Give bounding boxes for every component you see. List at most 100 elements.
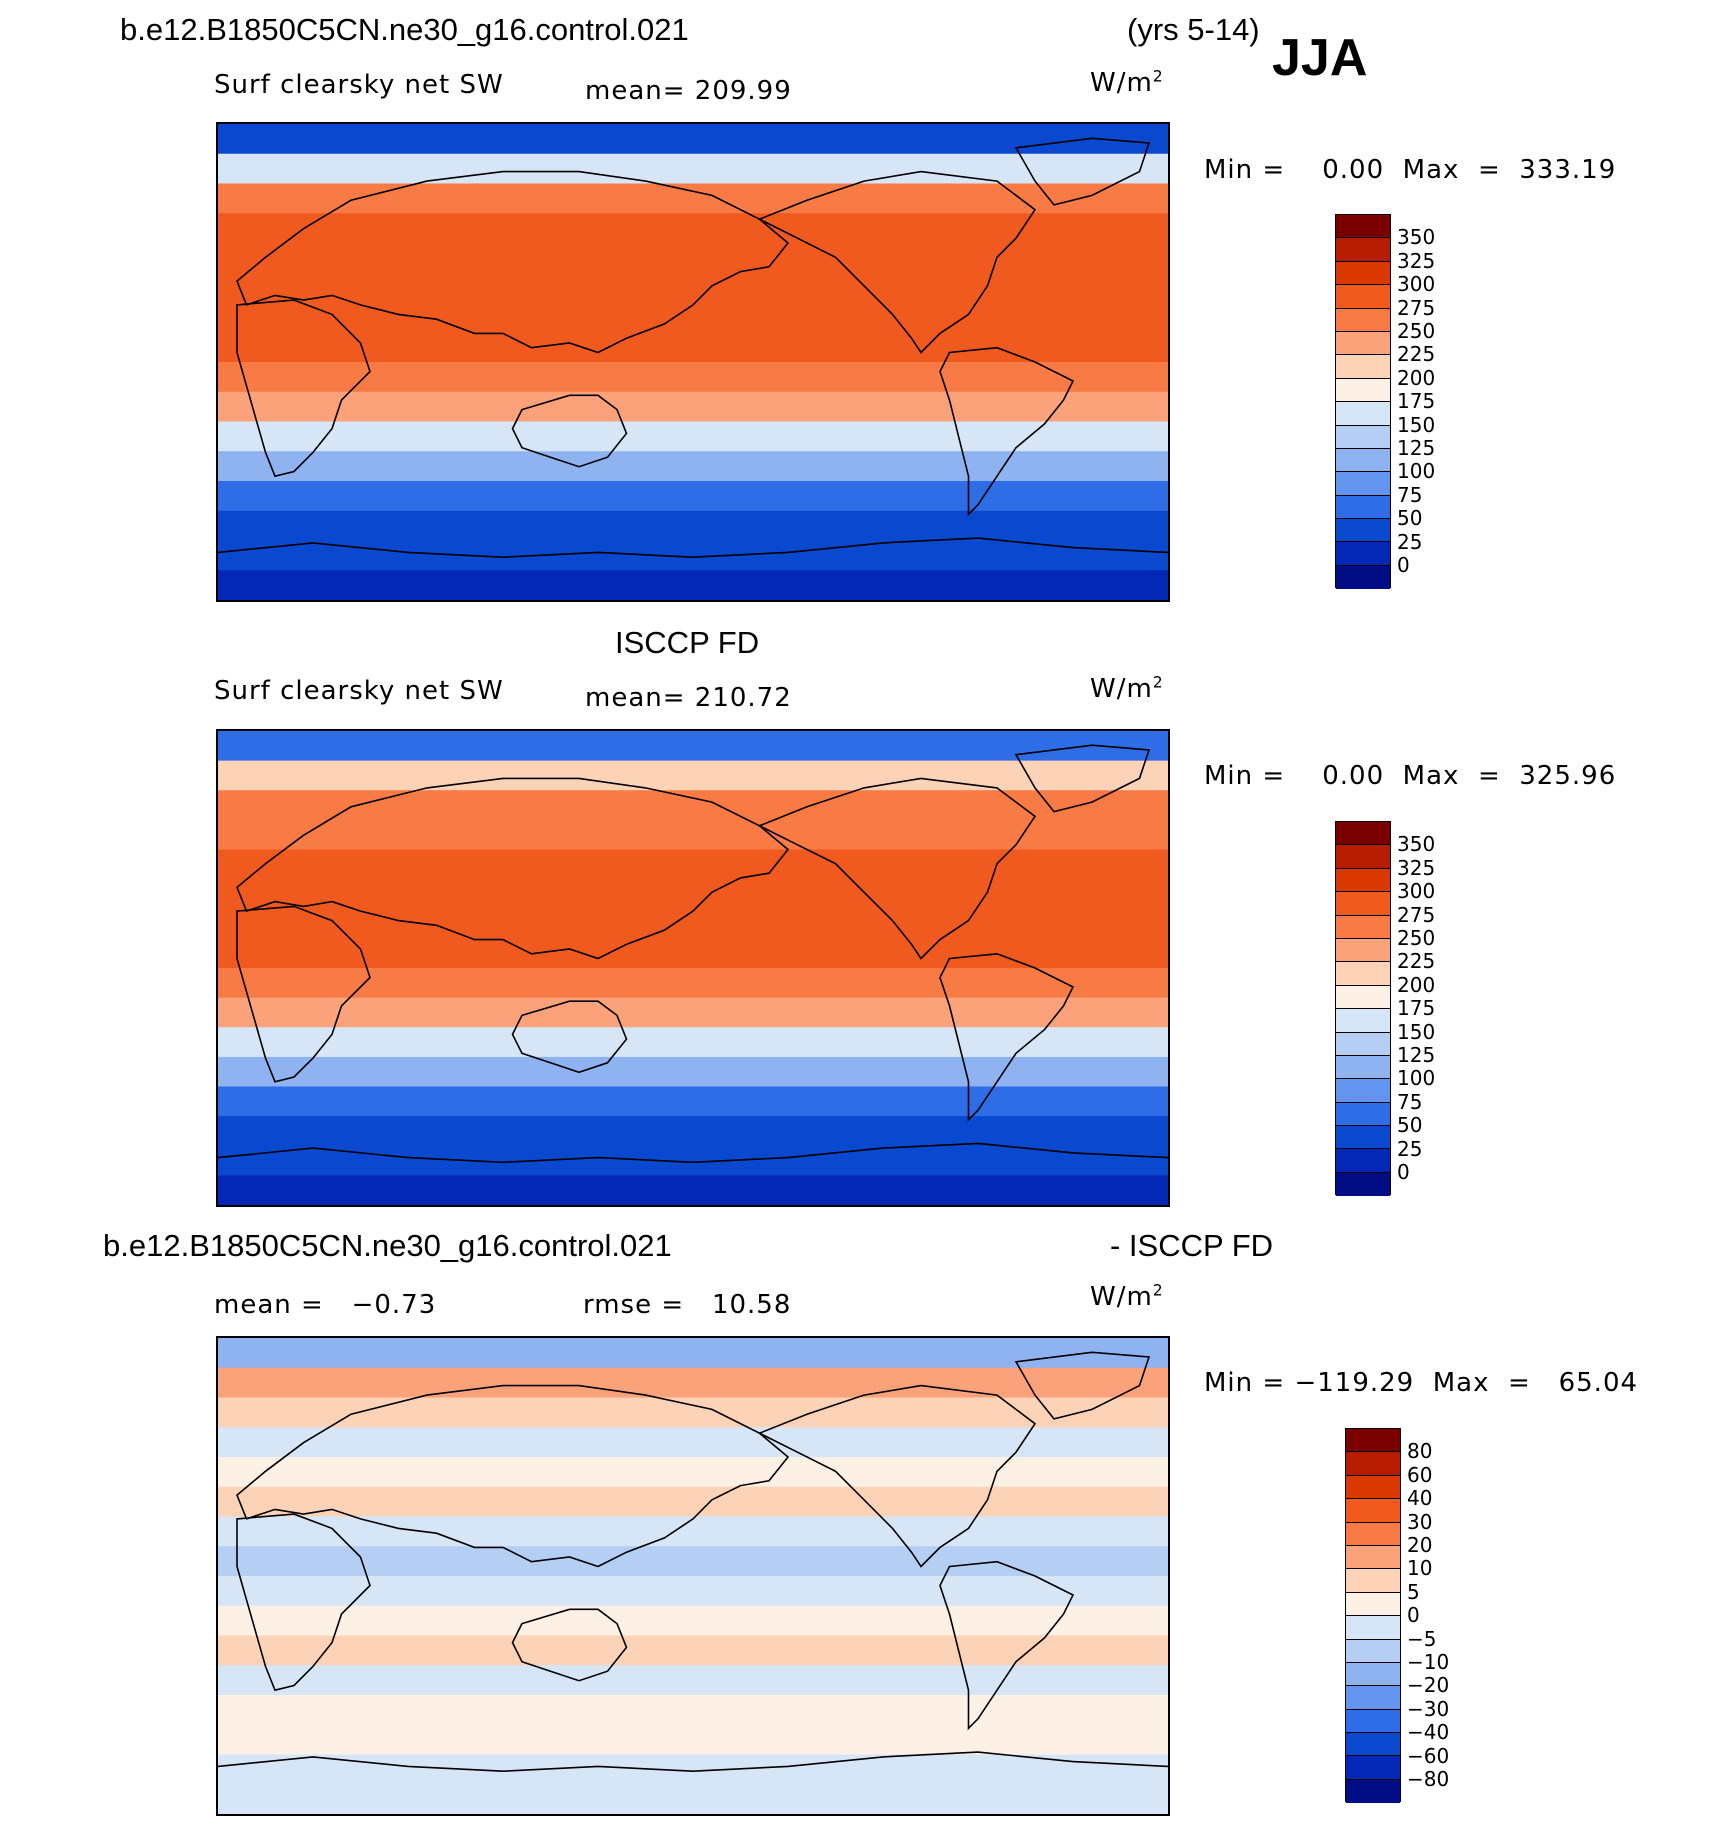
colorbar-tick-label: 40 [1407,1486,1433,1511]
colorbar-tick-label: 250 [1397,926,1436,950]
latitude-band [218,1784,1168,1814]
colorbar-tick-label: 225 [1397,342,1436,367]
continent-outline [939,346,1075,517]
latitude-band [218,451,1168,482]
latitude-band [218,1027,1168,1058]
latitude-band [218,391,1168,423]
panel2-variable-label: Surf clearsky net SW [214,676,504,706]
latitude-band [218,153,1168,185]
continent-outline [236,777,790,960]
colorbar-tick-label: 60 [1407,1462,1433,1487]
latitude-band [218,968,1168,999]
latitude-band [218,1576,1168,1607]
latitude-band [218,183,1168,215]
colorbar-tick-label: 0 [1397,553,1410,577]
latitude-band [218,421,1168,453]
colorbar-swatch [1336,845,1390,869]
latitude-band [218,243,1168,274]
panel1-minmax: Min = 0.00 Max = 333.19 [1204,155,1617,185]
panel3-rmse: rmse = 10.58 [583,1290,792,1320]
colorbar-tick-label: 50 [1397,506,1423,531]
colorbar-tick-label: 0 [1407,1603,1420,1628]
colorbar-tick-label: −30 [1407,1696,1450,1721]
latitude-band [218,302,1168,334]
colorbar-tick-label: −5 [1407,1626,1437,1651]
colorbar-tick-label: 350 [1397,225,1436,250]
colorbar-tick-label: 30 [1407,1509,1433,1534]
continent-outline [757,777,1037,960]
colorbar-swatch [1336,1149,1390,1173]
antarctic-coastline [218,1142,1168,1164]
colorbar-swatch [1336,331,1390,356]
map-plot [218,731,1168,1205]
map-plot [218,1338,1168,1814]
colorbar-tick-label: 75 [1397,482,1423,507]
colorbar-box [1335,821,1391,1197]
continent-outline [1014,137,1151,206]
continent-outline [236,170,790,354]
latitude-band [218,790,1168,821]
colorbar-tick-label: 80 [1407,1439,1433,1464]
colorbar-swatch [1346,1616,1400,1640]
latitude-band [218,1338,1168,1369]
continent-outline [511,394,628,468]
colorbar-tick-label: 275 [1397,902,1436,927]
panel2-minmax: Min = 0.00 Max = 325.96 [1204,761,1617,791]
colorbar-swatch [1336,892,1390,916]
season-label: JJA [1272,29,1368,87]
latitude-band [218,1427,1168,1458]
colorbar-swatch [1336,308,1390,332]
colorbar-tick-label: −60 [1407,1743,1450,1768]
colorbar-tick-label: −40 [1407,1720,1450,1745]
latitude-band [218,213,1168,244]
latitude-band [218,879,1168,910]
colorbar-tick-label: 325 [1397,855,1436,880]
colorbar-tick-label: 25 [1397,529,1423,554]
colorbar-tick-label: 150 [1397,1019,1436,1044]
colorbar-tick-label: 200 [1397,972,1436,997]
colorbar-swatch [1336,1032,1390,1056]
colorbar-swatch [1336,238,1390,262]
colorbar-box [1345,1428,1401,1804]
latitude-band [218,570,1168,600]
latitude-band [218,908,1168,940]
continent-outline [511,1608,628,1682]
latitude-band [218,1754,1168,1786]
latitude-band [218,1665,1168,1696]
colorbar-tick-label: 50 [1397,1113,1423,1138]
latitude-band [218,272,1168,304]
colorbar-swatch [1346,1733,1400,1757]
colorbar-tick-label: 125 [1397,436,1436,460]
continent-outline [939,952,1075,1122]
colorbar-tick-label: −10 [1407,1650,1450,1674]
colorbar-swatch [1346,1545,1400,1570]
colorbar-tick-label: −20 [1407,1673,1450,1698]
colorbar-swatch [1346,1475,1400,1500]
colorbar-tick-label: 150 [1397,412,1436,437]
colorbar-swatch [1346,1639,1400,1663]
latitude-band [218,332,1168,363]
colorbar-tick-label: 200 [1397,365,1436,390]
colorbar-swatch [1336,285,1390,309]
colorbar-swatch [1336,822,1390,846]
colorbar-swatch [1336,519,1390,543]
continent-outline [236,1513,371,1692]
panel3-title-right: - ISCCP FD [1110,1228,1274,1263]
colorbar-tick-label: 300 [1397,272,1436,297]
years-label: (yrs 5-14) [1127,12,1260,47]
latitude-band [218,1486,1168,1518]
colorbar-swatch [1336,1009,1390,1033]
latitude-band [218,1724,1168,1756]
continent-outline [1014,744,1151,813]
colorbar-swatch [1336,215,1390,239]
latitude-band [218,1695,1168,1726]
colorbar-swatch [1336,495,1390,520]
panel3-minmax: Min = −119.29 Max = 65.04 [1204,1368,1639,1398]
colorbar-swatch [1336,1079,1390,1103]
colorbar-tick-label: 175 [1397,389,1436,414]
colorbar-swatch [1346,1522,1400,1546]
colorbar-tick-label: 250 [1397,319,1436,343]
colorbar-tick-label: 75 [1397,1089,1423,1114]
colorbar-tick-label: 350 [1397,832,1436,857]
antarctic-coastline [218,1751,1168,1773]
